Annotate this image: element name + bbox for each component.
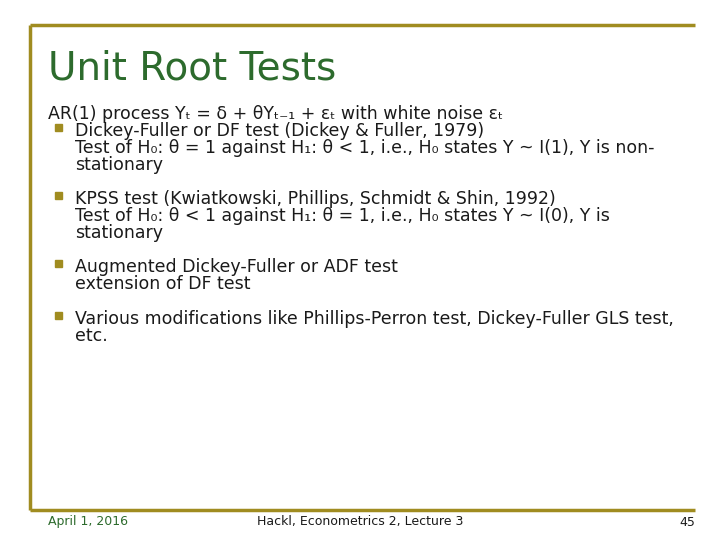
Text: Test of H₀: θ < 1 against H₁: θ = 1, i.e., H₀ states Y ~ I(0), Y is: Test of H₀: θ < 1 against H₁: θ = 1, i.e… — [75, 207, 610, 225]
Text: April 1, 2016: April 1, 2016 — [48, 516, 128, 529]
Text: 45: 45 — [679, 516, 695, 529]
Text: stationary: stationary — [75, 156, 163, 174]
Text: KPSS test (Kwiatkowski, Phillips, Schmidt & Shin, 1992): KPSS test (Kwiatkowski, Phillips, Schmid… — [75, 190, 556, 208]
Bar — [55, 124, 62, 131]
Text: AR(1) process Yₜ = δ + θYₜ₋₁ + εₜ with white noise εₜ: AR(1) process Yₜ = δ + θYₜ₋₁ + εₜ with w… — [48, 105, 503, 123]
Bar — [55, 192, 62, 199]
Text: Unit Root Tests: Unit Root Tests — [48, 50, 336, 88]
Bar — [55, 260, 62, 267]
Text: Dickey-Fuller or DF test (Dickey & Fuller, 1979): Dickey-Fuller or DF test (Dickey & Fulle… — [75, 122, 484, 140]
Text: extension of DF test: extension of DF test — [75, 275, 251, 293]
Text: stationary: stationary — [75, 224, 163, 242]
Text: Various modifications like Phillips-Perron test, Dickey-Fuller GLS test,: Various modifications like Phillips-Perr… — [75, 310, 674, 328]
Text: Augmented Dickey-Fuller or ADF test: Augmented Dickey-Fuller or ADF test — [75, 258, 398, 276]
Bar — [55, 312, 62, 319]
Text: Hackl, Econometrics 2, Lecture 3: Hackl, Econometrics 2, Lecture 3 — [257, 516, 463, 529]
Text: Test of H₀: θ = 1 against H₁: θ < 1, i.e., H₀ states Y ~ I(1), Y is non-: Test of H₀: θ = 1 against H₁: θ < 1, i.e… — [75, 139, 654, 157]
Text: etc.: etc. — [75, 327, 108, 345]
